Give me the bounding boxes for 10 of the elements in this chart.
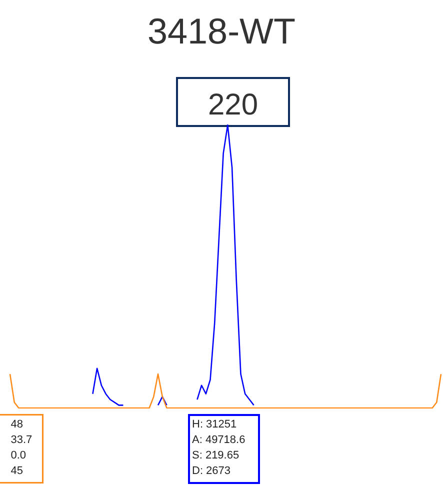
text: A: 49718.6 bbox=[192, 434, 246, 446]
text: S: 219.65 bbox=[192, 450, 240, 462]
text: H: 31251 bbox=[192, 418, 237, 430]
text: D: 2673 bbox=[192, 465, 231, 477]
text: 33.7 bbox=[10, 434, 32, 446]
text: 45 bbox=[10, 464, 23, 477]
chart-title: 3418-WT bbox=[147, 10, 296, 52]
text: 220 bbox=[208, 88, 258, 122]
text: 0.0 bbox=[10, 449, 26, 462]
text: 48 bbox=[10, 418, 23, 430]
